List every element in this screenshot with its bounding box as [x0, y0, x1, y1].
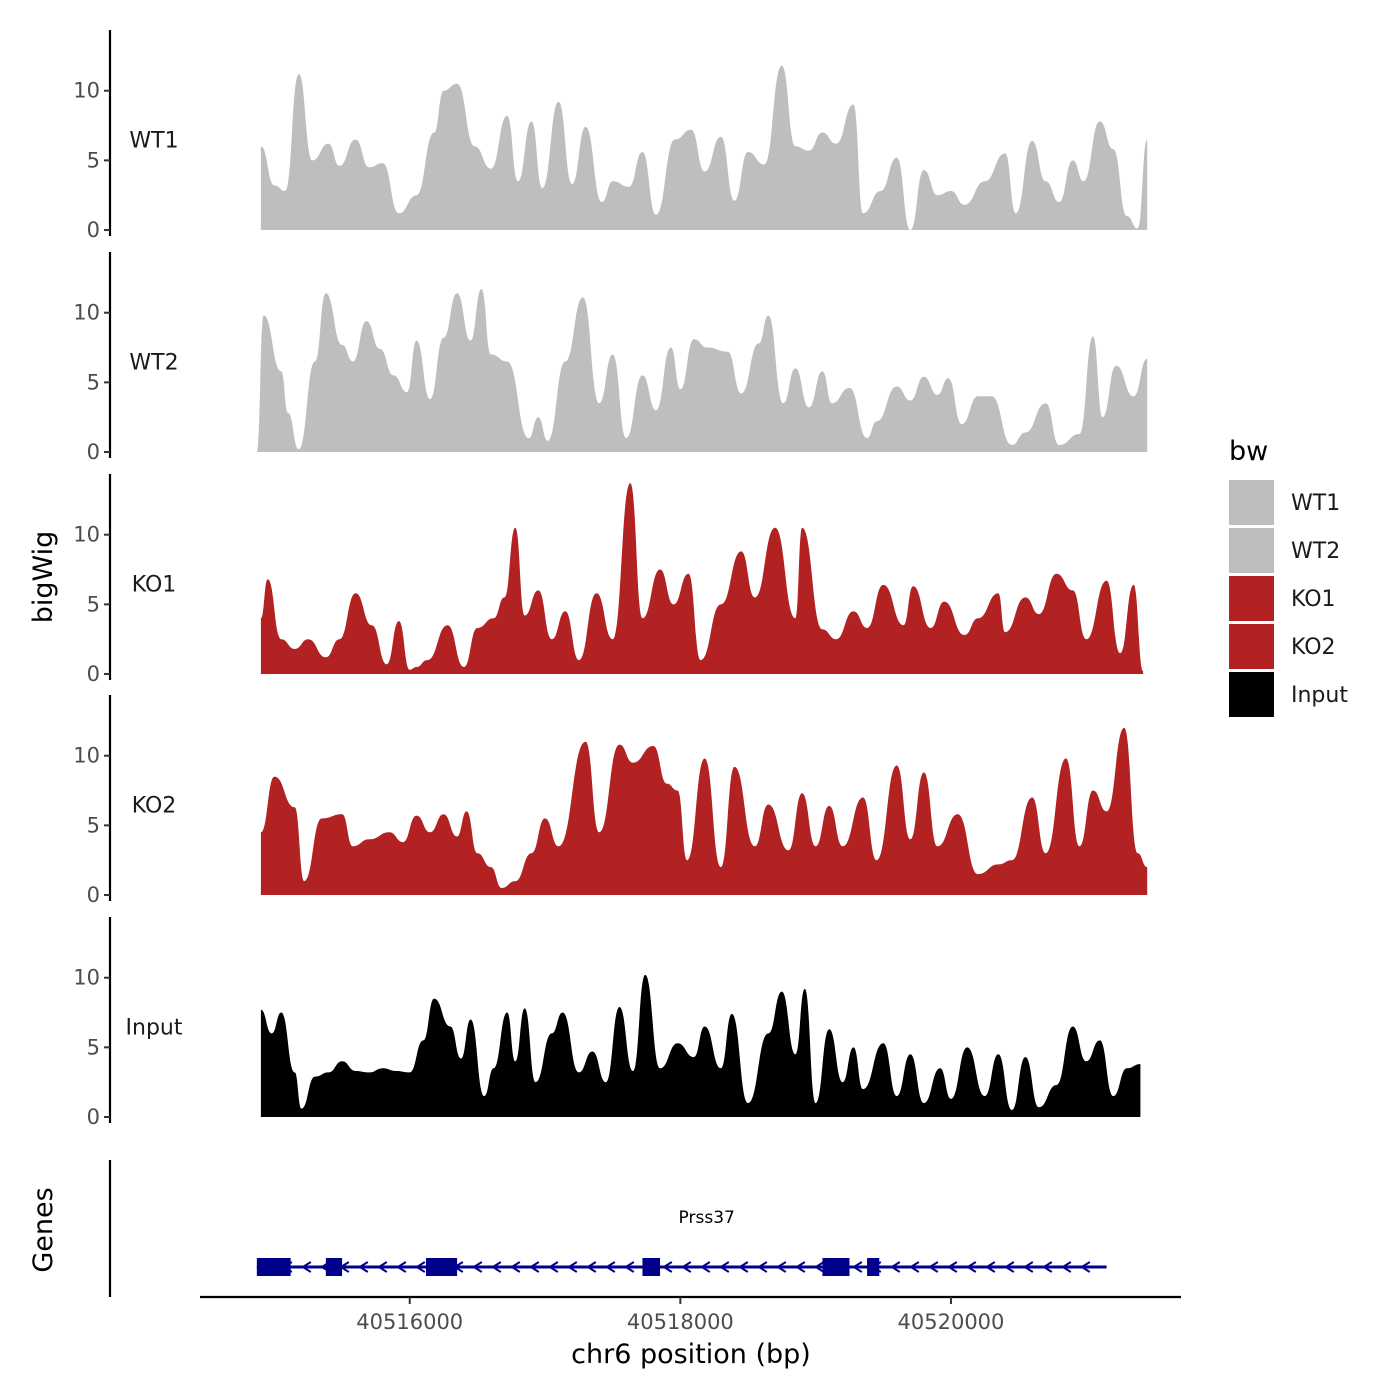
y-tick-label: 5 — [87, 148, 100, 172]
coverage-area-ko1 — [260, 483, 1144, 674]
strand-arrow — [889, 1261, 901, 1273]
track-ko2: 0 5 10 KO2 — [73, 695, 1148, 907]
strand-arrow — [1041, 1261, 1053, 1273]
x-axis: 40516000 40518000 40520000 — [200, 1295, 1181, 1334]
legend-key-ko1 — [1229, 576, 1274, 621]
y-tick-label: 10 — [73, 966, 100, 990]
gene-prss37: Prss37 — [256, 1208, 1107, 1276]
legend-key-ko2 — [1229, 624, 1274, 669]
x-tick-label: 40520000 — [898, 1310, 1005, 1334]
strand-arrow — [547, 1261, 559, 1273]
gene-exon — [867, 1258, 880, 1276]
strand-arrow — [851, 1261, 863, 1273]
legend-label-input: Input — [1291, 683, 1348, 708]
strand-arrow — [357, 1261, 369, 1273]
genes-axis-title: Genes — [28, 1187, 59, 1272]
x-tick-label: 40518000 — [627, 1310, 734, 1334]
strand-arrow — [984, 1261, 996, 1273]
gene-exon — [425, 1258, 458, 1276]
strand-arrow — [623, 1261, 635, 1273]
coverage-area-wt2 — [256, 289, 1148, 452]
track-label-ko2: KO2 — [132, 793, 177, 818]
gene-exon — [325, 1258, 343, 1276]
legend-key-input — [1229, 672, 1274, 717]
strand-arrow — [794, 1261, 806, 1273]
legend-label-wt1: WT1 — [1291, 491, 1340, 516]
strand-arrow — [1060, 1261, 1072, 1273]
track-wt2: 0 5 10 WT2 — [73, 252, 1148, 464]
strand-arrow — [509, 1261, 521, 1273]
strand-arrow — [699, 1261, 711, 1273]
y-tick-label: 10 — [73, 301, 100, 325]
strand-arrow — [395, 1261, 407, 1273]
legend-key-wt1 — [1229, 480, 1274, 525]
y-tick-label: 5 — [87, 813, 100, 837]
strand-arrow — [946, 1261, 958, 1273]
y-tick-label: 0 — [87, 440, 100, 464]
y-tick-label: 5 — [87, 370, 100, 394]
coverage-area-wt1 — [260, 65, 1148, 230]
strand-arrow — [661, 1261, 673, 1273]
strand-arrow — [813, 1261, 825, 1273]
x-tick-label: 40516000 — [356, 1310, 463, 1334]
strand-arrow — [585, 1261, 597, 1273]
gene-exon — [822, 1258, 850, 1276]
strand-arrow — [927, 1261, 939, 1273]
strand-arrow — [680, 1261, 692, 1273]
strand-arrow — [965, 1261, 977, 1273]
gene-annotation-panel: Prss37 — [108, 1160, 1107, 1297]
legend-key-wt2 — [1229, 528, 1274, 573]
track-input: 0 5 10 Input — [73, 917, 1141, 1129]
strand-arrow — [756, 1261, 768, 1273]
coverage-area-input — [260, 974, 1141, 1117]
track-label-input: Input — [126, 1015, 183, 1040]
y-tick-label: 0 — [87, 218, 100, 242]
y-tick-label: 10 — [73, 79, 100, 103]
gene-label: Prss37 — [679, 1208, 735, 1228]
strand-arrow — [718, 1261, 730, 1273]
y-tick-label: 0 — [87, 662, 100, 686]
y-tick-label: 5 — [87, 592, 100, 616]
gene-exon — [256, 1258, 291, 1276]
y-tick-label: 10 — [73, 523, 100, 547]
strand-arrow — [300, 1261, 312, 1273]
strand-arrow — [414, 1261, 426, 1273]
strand-arrow — [737, 1261, 749, 1273]
y-tick-label: 0 — [87, 883, 100, 907]
strand-arrow — [1003, 1261, 1015, 1273]
strand-arrow — [566, 1261, 578, 1273]
y-tick-label: 0 — [87, 1105, 100, 1129]
coverage-tracks: 0 5 10 WT1 0 5 10 WT2 0 5 10 KO1 0 5 10 KO2 0 5 10 Input — [73, 30, 1148, 1129]
legend-label-ko1: KO1 — [1291, 587, 1336, 612]
strand-arrow — [376, 1261, 388, 1273]
strand-arrow — [775, 1261, 787, 1273]
track-ko1: 0 5 10 KO1 — [73, 474, 1144, 686]
strand-arrow — [1022, 1261, 1034, 1273]
track-wt1: 0 5 10 WT1 — [73, 30, 1148, 242]
y-axis-title: bigWig — [28, 531, 59, 624]
track-label-wt2: WT2 — [129, 350, 178, 375]
gene-exon — [642, 1258, 661, 1276]
legend-title: bw — [1229, 436, 1268, 467]
x-axis-title: chr6 position (bp) — [571, 1339, 811, 1370]
strand-arrow — [908, 1261, 920, 1273]
strand-arrow — [471, 1261, 483, 1273]
y-tick-label: 5 — [87, 1035, 100, 1059]
strand-arrow — [604, 1261, 616, 1273]
legend: bw WT1 WT2 KO1 KO2 Input — [1229, 436, 1348, 717]
legend-label-wt2: WT2 — [1291, 539, 1340, 564]
coverage-area-ko2 — [260, 727, 1148, 895]
legend-label-ko2: KO2 — [1291, 635, 1336, 660]
strand-arrow — [528, 1261, 540, 1273]
y-tick-label: 10 — [73, 744, 100, 768]
track-label-ko1: KO1 — [132, 572, 177, 597]
strand-arrow — [1079, 1261, 1091, 1273]
strand-arrow — [490, 1261, 502, 1273]
track-label-wt1: WT1 — [129, 128, 178, 153]
